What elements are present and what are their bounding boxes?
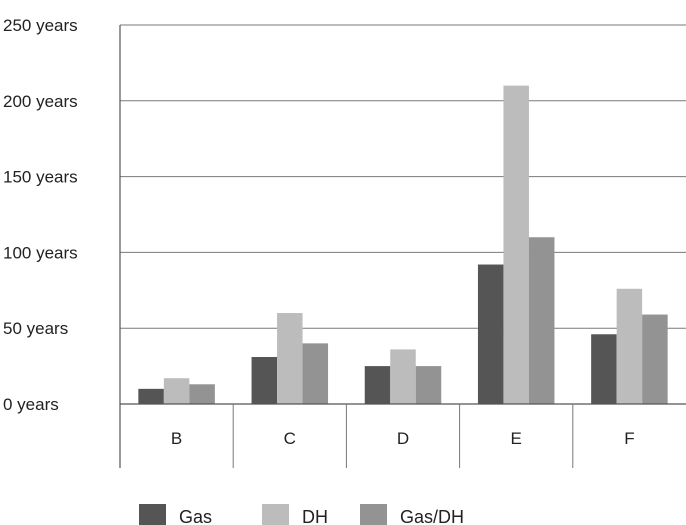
bar-gas-dh-b bbox=[189, 384, 215, 404]
bar-dh-b bbox=[163, 378, 190, 404]
legend-label: Gas bbox=[179, 507, 212, 525]
bar-gas-d bbox=[364, 366, 391, 404]
bar-gas-b bbox=[138, 388, 164, 404]
bar-gas-c bbox=[251, 357, 278, 404]
legend-label: Gas/DH bbox=[400, 507, 464, 525]
y-tick-label: 150 years bbox=[3, 168, 78, 187]
bar-dh-d bbox=[390, 349, 416, 404]
axes bbox=[119, 25, 686, 468]
x-category-label: C bbox=[284, 429, 296, 448]
bar-dh-c bbox=[277, 313, 303, 404]
bar-dh-f bbox=[616, 288, 643, 404]
bar-gas-dh-c bbox=[302, 343, 329, 404]
y-tick-label: 100 years bbox=[3, 243, 78, 262]
bar-dh-e bbox=[503, 85, 529, 404]
legend-label: DH bbox=[302, 507, 328, 525]
bar-gas-dh-d bbox=[415, 366, 442, 404]
legend-swatch bbox=[262, 504, 289, 525]
gridlines bbox=[120, 24, 686, 329]
bars bbox=[138, 85, 668, 404]
x-category-label: E bbox=[511, 429, 522, 448]
x-axis-category-labels: B C D E F bbox=[171, 429, 635, 448]
y-axis-tick-labels: 0 years 50 years 100 years 150 years 200 yea… bbox=[3, 16, 78, 414]
x-category-label: D bbox=[397, 429, 409, 448]
bar-gas-e bbox=[477, 264, 504, 404]
y-tick-label: 200 years bbox=[3, 92, 78, 111]
x-category-label: F bbox=[624, 429, 634, 448]
y-tick-label: 0 years bbox=[3, 395, 59, 414]
y-tick-label: 250 years bbox=[3, 16, 78, 35]
x-category-label: B bbox=[171, 429, 182, 448]
bar-gas-dh-f bbox=[642, 314, 668, 404]
legend-swatch bbox=[360, 504, 387, 525]
legend: Gas DH Gas/DH bbox=[139, 504, 464, 525]
bar-gas-f bbox=[591, 334, 617, 404]
y-tick-label: 50 years bbox=[3, 319, 68, 338]
legend-swatch bbox=[139, 504, 166, 525]
bar-gas-dh-e bbox=[528, 237, 555, 404]
